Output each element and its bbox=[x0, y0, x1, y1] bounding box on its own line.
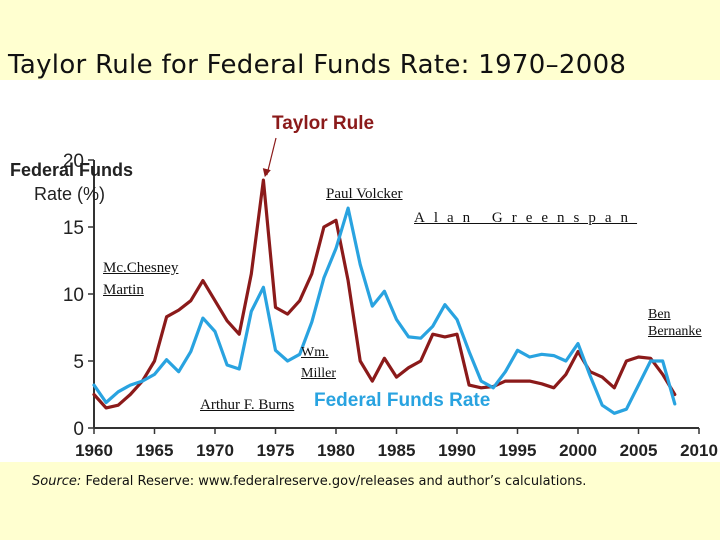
source-text: Federal Reserve: www.federalreserve.gov/… bbox=[85, 474, 587, 489]
x-tick-label: 1985 bbox=[378, 441, 416, 460]
y-tick-label: 15 bbox=[63, 218, 84, 239]
x-tick-label: 2010 bbox=[680, 441, 718, 460]
y-tick-label: 5 bbox=[73, 352, 84, 373]
annotation-martin-line1: Mc.Chesney bbox=[103, 260, 179, 276]
x-tick-label: 2000 bbox=[559, 441, 597, 460]
y-tick-label: 20 bbox=[63, 151, 84, 172]
fed-funds-series-label: Federal Funds Rate bbox=[314, 390, 491, 411]
x-tick-label: 1990 bbox=[438, 441, 476, 460]
annotation-bernanke-line1: Ben bbox=[648, 307, 671, 322]
annotation-martin-line2: Martin bbox=[103, 282, 144, 298]
x-tick-label: 1960 bbox=[75, 441, 113, 460]
chart-panel: 0 5 10 15 20 1960 1965 1970 1975 1980 1985 1990 1995… bbox=[0, 80, 720, 462]
annotation-greenspan: Alan Greenspan bbox=[414, 210, 638, 226]
x-tick-label: 1980 bbox=[317, 441, 355, 460]
chart-canvas: 0 5 10 15 20 1960 1965 1970 1975 1980 1985 1990 1995… bbox=[63, 137, 718, 460]
x-tick-label: 1975 bbox=[257, 441, 295, 460]
taylor-rule-line bbox=[92, 178, 677, 410]
annotation-burns: Arthur F. Burns bbox=[200, 397, 295, 413]
annotation-miller-line1: Wm. bbox=[301, 345, 329, 360]
x-tick-label: 1995 bbox=[499, 441, 537, 460]
source-prefix: Source: bbox=[32, 474, 82, 489]
y-tick-label: 10 bbox=[63, 285, 84, 306]
y-axis-label-line2: Rate (%) bbox=[34, 184, 106, 204]
x-tick-label: 1965 bbox=[136, 441, 174, 460]
slide-title: Taylor Rule for Federal Funds Rate: 1970… bbox=[8, 50, 627, 80]
y-tick-label: 0 bbox=[73, 419, 84, 440]
annotation-miller-line2: Miller bbox=[301, 366, 336, 381]
y-axis-label-line1: Federal Funds bbox=[10, 160, 134, 180]
taylor-arrow-line bbox=[266, 137, 277, 176]
source-note: Source: Federal Reserve: www.federalrese… bbox=[32, 474, 586, 489]
annotation-bernanke-line2: Bernanke bbox=[648, 324, 702, 339]
fed-funds-line bbox=[92, 206, 677, 415]
taylor-arrow-head bbox=[262, 168, 271, 178]
annotation-volcker: Paul Volcker bbox=[326, 186, 403, 202]
taylor-rule-series-label: Taylor Rule bbox=[272, 113, 375, 134]
x-tick-label: 2005 bbox=[620, 441, 658, 460]
x-tick-label: 1970 bbox=[196, 441, 234, 460]
